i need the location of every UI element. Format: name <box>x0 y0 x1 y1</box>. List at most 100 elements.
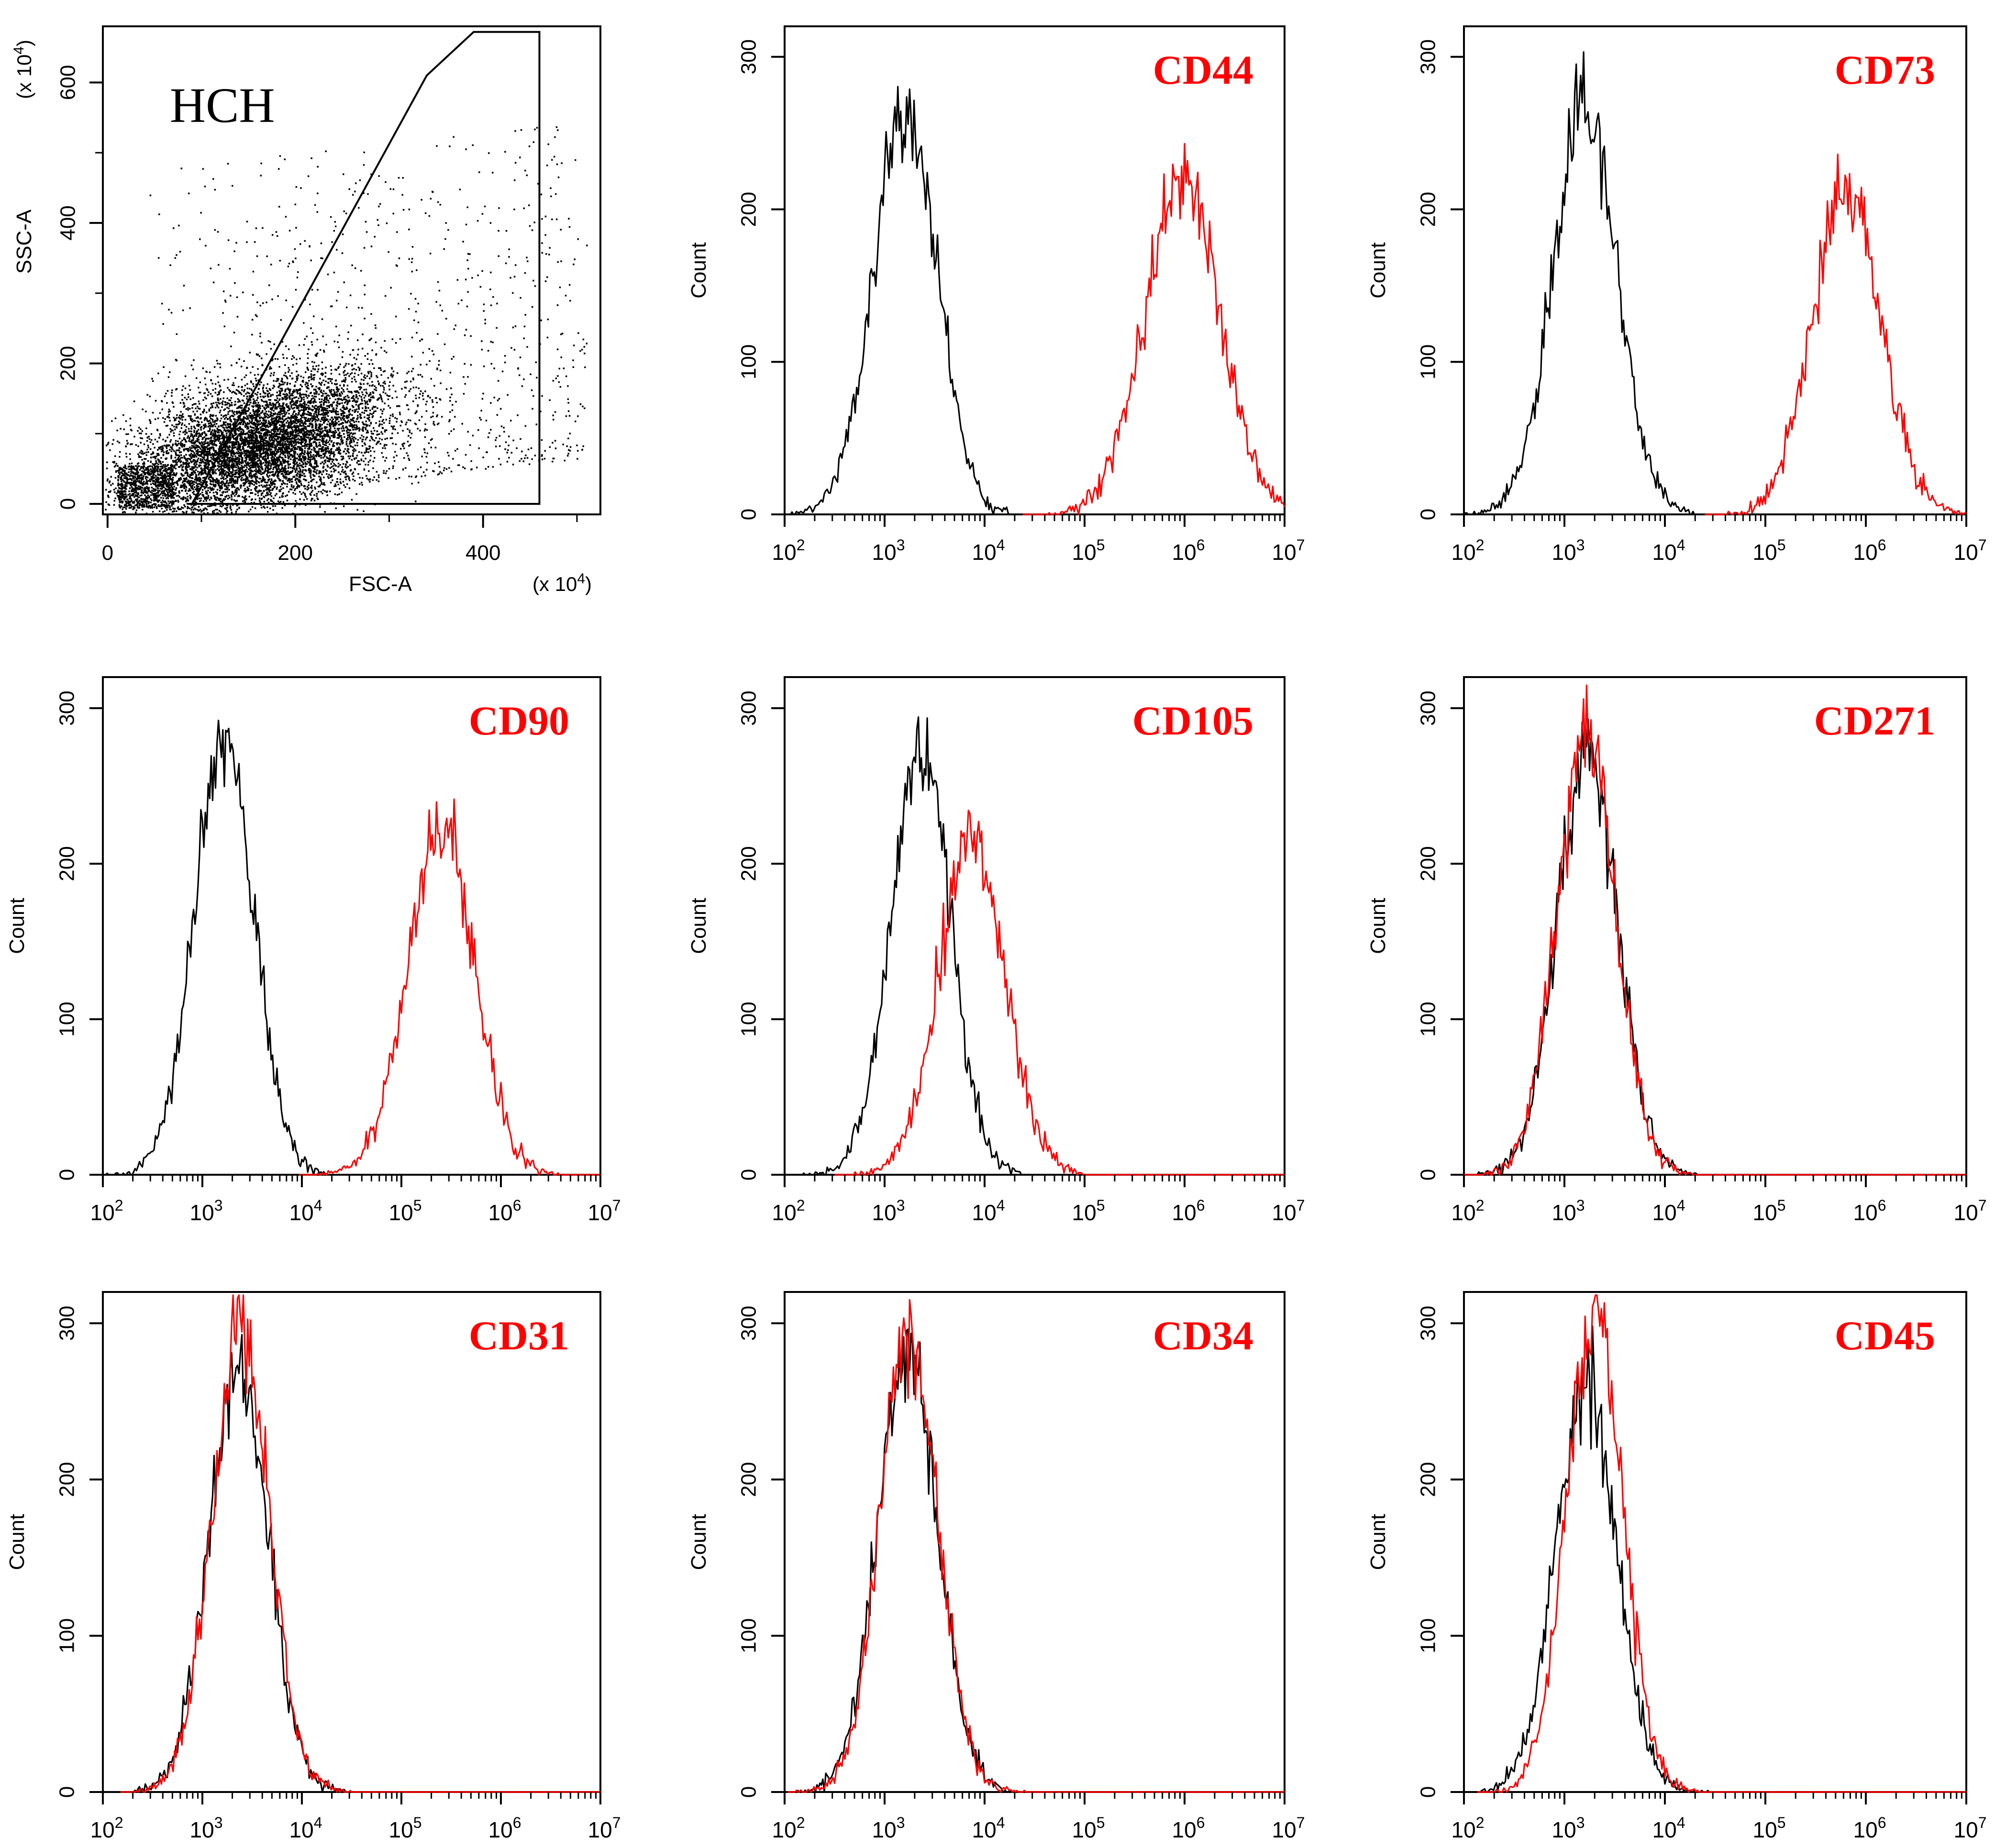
x-tick-label: 103 <box>872 1814 905 1842</box>
plot-frame <box>102 25 601 515</box>
x-tick-label: 106 <box>1172 536 1205 565</box>
x-tick-label: 400 <box>466 541 500 565</box>
marker-title: CD73 <box>1835 47 1935 93</box>
y-tick-label: 100 <box>55 1618 79 1653</box>
y-tick-label: 200 <box>55 1462 79 1497</box>
y-axis-label: Count <box>1366 1514 1390 1570</box>
histogram-cd31 <box>120 1294 600 1793</box>
y-tick-label: 0 <box>737 1786 761 1798</box>
histogram-cd45 <box>1477 1294 1966 1793</box>
y-tick-label: 300 <box>1417 690 1440 725</box>
y-tick-label: 100 <box>1417 1618 1440 1653</box>
x-tick-label: 103 <box>872 536 905 565</box>
x-tick-label: 106 <box>488 1814 521 1842</box>
histogram-isotype <box>1463 51 1966 515</box>
y-axis-label: Count <box>5 1514 29 1570</box>
marker-title: CD45 <box>1835 1313 1935 1358</box>
x-tick-label: 105 <box>389 1814 422 1842</box>
x-tick-label: 104 <box>289 1197 322 1225</box>
x-tick-label: 107 <box>1272 1197 1305 1225</box>
x-tick-label: 107 <box>1272 536 1305 565</box>
x-tick-label: 105 <box>1072 1197 1105 1225</box>
x-tick-label: 200 <box>278 541 313 565</box>
x-tick-label: 102 <box>90 1814 123 1842</box>
y-tick-label: 100 <box>737 1618 761 1653</box>
x-tick-label: 104 <box>1652 1197 1685 1225</box>
histogram-cd44 <box>1022 143 1286 515</box>
y-tick-label: 400 <box>56 205 80 240</box>
histogram-cd73 <box>1705 153 1967 515</box>
marker-title: CD44 <box>1153 47 1253 93</box>
y-axis-label: Count <box>687 898 710 954</box>
x-tick-label: 105 <box>1753 536 1786 565</box>
y-tick-label: 0 <box>737 509 761 520</box>
y-axis-label: Count <box>1366 242 1390 298</box>
histogram-isotype <box>1464 718 1966 1176</box>
y-tick-label: 200 <box>737 192 761 227</box>
x-tick-label: 103 <box>1552 536 1585 565</box>
scatter-events <box>105 126 588 515</box>
x-tick-label: 102 <box>90 1197 123 1225</box>
y-tick-label: 200 <box>1417 846 1440 881</box>
x-tick-label: 106 <box>1853 536 1886 565</box>
x-tick-label: 103 <box>190 1197 223 1225</box>
x-axis-label: FSC-A <box>349 572 412 596</box>
y-tick-label: 0 <box>56 498 80 510</box>
y-axis-label: Count <box>1366 898 1390 954</box>
y-tick-label: 100 <box>1417 345 1440 379</box>
y-tick-label: 600 <box>56 65 80 100</box>
y-tick-label: 200 <box>737 1462 761 1497</box>
panel-cd73-histogram: 0 100 200 300 Count 102 103 104 105 106 107 CD73 <box>1366 25 1987 565</box>
panel-cd34-histogram: 0 100 200 300 Count 102 103 104 105 106 107 CD34 <box>687 1291 1305 1842</box>
plot-frame <box>784 1291 1286 1793</box>
y-tick-label: 300 <box>737 1306 761 1341</box>
histogram-cd34 <box>787 1299 1285 1793</box>
y-tick-label: 200 <box>55 846 79 881</box>
x-tick-label: 105 <box>1072 536 1105 565</box>
gate-polygon <box>187 31 541 505</box>
y-tick-label: 200 <box>1417 1462 1440 1497</box>
y-axis-multiplier: (x 104) <box>11 40 35 99</box>
x-tick-label: 102 <box>772 536 805 565</box>
y-axis-label: SSC-A <box>12 209 36 274</box>
y-tick-label: 0 <box>1417 1786 1440 1798</box>
x-tick-label: 102 <box>1452 1814 1485 1842</box>
plot-frame <box>784 676 1286 1176</box>
y-tick-label: 0 <box>1417 1169 1440 1180</box>
y-tick-label: 0 <box>1417 509 1440 520</box>
histogram-cd90 <box>299 798 600 1176</box>
x-tick-label: 105 <box>1753 1814 1786 1842</box>
y-tick-label: 0 <box>55 1786 79 1798</box>
x-axis-multiplier: (x 104) <box>532 571 592 595</box>
y-tick-label: 300 <box>737 690 761 725</box>
x-tick-label: 103 <box>1552 1197 1585 1225</box>
x-tick-label: 106 <box>1853 1197 1886 1225</box>
y-axis-label: Count <box>5 898 29 954</box>
plot-frame <box>1463 1291 1967 1793</box>
histogram-isotype <box>795 716 1285 1176</box>
x-tick-label: 105 <box>1753 1197 1786 1225</box>
x-tick-label: 106 <box>488 1197 521 1225</box>
marker-title: CD271 <box>1814 698 1935 744</box>
marker-title: CD31 <box>469 1313 569 1358</box>
plot-frame <box>1463 25 1967 515</box>
panel-cd31-histogram: 0 100 200 300 Count 102 103 104 105 106 107 CD31 <box>5 1291 621 1842</box>
panel-cd44-histogram: 0 100 200 300 Count 102 103 104 105 106 107 CD44 <box>687 25 1305 565</box>
x-tick-label: 0 <box>102 541 113 565</box>
y-tick-label: 300 <box>737 39 761 74</box>
y-axis-label: Count <box>687 1514 710 1570</box>
histogram-isotype <box>785 1328 1285 1793</box>
sample-title: HCH <box>170 78 275 133</box>
x-tick-label: 107 <box>1954 536 1987 565</box>
x-tick-label: 104 <box>1652 536 1685 565</box>
x-tick-label: 107 <box>1954 1814 1987 1842</box>
y-tick-label: 0 <box>55 1169 79 1180</box>
x-tick-label: 102 <box>772 1814 805 1842</box>
x-tick-label: 103 <box>190 1814 223 1842</box>
y-tick-label: 100 <box>55 1002 79 1036</box>
marker-title: CD105 <box>1132 698 1253 744</box>
y-tick-label: 200 <box>1417 192 1440 227</box>
y-tick-label: 300 <box>55 1306 79 1341</box>
x-tick-label: 106 <box>1853 1814 1886 1842</box>
